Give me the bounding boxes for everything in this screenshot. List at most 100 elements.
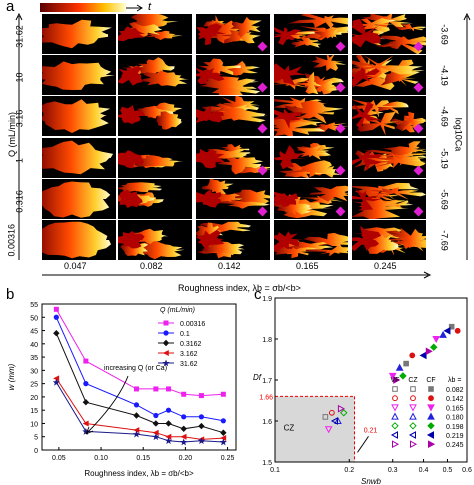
displacement-pattern-tile: [118, 220, 192, 260]
data-point: [133, 386, 139, 392]
displacement-pattern-tile: [352, 179, 426, 219]
y-tick-label: 50: [30, 315, 38, 322]
ca-value-label: -3.69: [439, 24, 450, 45]
data-point: [428, 386, 434, 392]
data-point: [165, 420, 172, 427]
data-point: [443, 326, 451, 335]
y-tick-label: 55: [30, 302, 38, 309]
data-point: [419, 351, 427, 360]
panel-c-chart: 1.5 1.6 1.7 1.8 1.9 0.1 0.2 0.3 0.4 0.5 0.6 Df Snwb 1…: [253, 296, 472, 485]
annotation-arrowhead: [85, 426, 94, 435]
legend-label: 31.62: [180, 361, 198, 368]
data-point: [181, 414, 187, 420]
data-point: [399, 372, 407, 380]
data-point: [152, 420, 160, 427]
data-point: [180, 425, 187, 432]
displacement-pattern-tile: [274, 96, 348, 136]
data-point: [408, 431, 416, 439]
x-tick-label: 0.25: [221, 455, 235, 462]
legend-label: 0.142: [446, 396, 464, 403]
data-point: [163, 320, 169, 326]
displacement-pattern-tile: [42, 138, 116, 178]
legend-header: VF: [391, 377, 400, 384]
data-point: [328, 409, 335, 416]
data-point: [83, 381, 89, 387]
panel-a-xlabel: Roughness index, λb = σb/<b>: [178, 283, 301, 293]
data-point: [388, 372, 397, 380]
ca-axis-arrow: [463, 12, 471, 260]
displacement-pattern-tile: [352, 220, 426, 260]
y-tick-label: 1.6: [262, 419, 272, 426]
data-point: [220, 429, 227, 436]
y-tick-label: 20: [30, 395, 38, 402]
displacement-pattern-tile: [118, 96, 192, 136]
displacement-pattern-tile: [352, 96, 426, 136]
q-value-label: 10: [14, 72, 25, 83]
displacement-pattern-tile: [352, 138, 426, 178]
data-point: [428, 440, 436, 449]
displacement-pattern-tile: [274, 220, 348, 260]
panel-a-letter: a: [6, 0, 15, 15]
displacement-pattern-tile: [42, 55, 116, 95]
data-point: [198, 393, 204, 399]
displacement-pattern-tile: [42, 220, 116, 260]
data-point: [82, 399, 90, 406]
ca-value-label: -5.69: [439, 189, 450, 210]
displacement-pattern-tile: [274, 55, 348, 95]
series-0.1: [53, 314, 226, 424]
data-point: [52, 378, 60, 386]
y-axis-label: w (mm): [7, 363, 16, 390]
y-tick-label: 10: [30, 421, 38, 428]
legend-label: 0.00316: [180, 321, 205, 328]
data-point: [133, 412, 140, 419]
data-point: [153, 386, 159, 392]
series-0.219: [330, 326, 451, 425]
displacement-pattern-tile: [118, 179, 192, 219]
threshold-arrow: [357, 436, 369, 453]
y-axis-label: Df: [253, 373, 262, 382]
legend-header: CZ: [408, 377, 418, 384]
y-tick-label: 1.5: [262, 460, 272, 467]
x-tick-label: 0.05: [52, 455, 66, 462]
data-point: [391, 422, 399, 430]
data-point: [392, 440, 400, 449]
data-point: [53, 375, 60, 382]
displacement-pattern-tile: [118, 138, 192, 178]
data-point: [133, 427, 140, 434]
data-point: [392, 386, 398, 392]
displacement-pattern-tile: [274, 179, 348, 219]
displacement-pattern-tile: [274, 138, 348, 178]
x-tick-label: 0.3: [388, 467, 398, 474]
ca-value-label: -5.19: [439, 148, 450, 169]
y-tick-label: 1.9: [262, 296, 272, 303]
series-0.082: [322, 323, 455, 420]
x-tick-label: 0.2: [344, 467, 354, 474]
panel-c-letter: c: [254, 286, 262, 303]
y-tick-label: 0: [34, 448, 38, 455]
x-tick-label: 0.6: [462, 467, 472, 474]
x-tick-label: 0.15: [136, 455, 150, 462]
data-point: [165, 437, 173, 445]
data-point: [428, 395, 434, 402]
data-point: [426, 431, 434, 439]
data-point: [410, 395, 416, 402]
data-point: [220, 391, 226, 397]
data-point: [220, 418, 226, 424]
time-symbol: t: [148, 1, 152, 13]
data-point: [454, 327, 461, 334]
ca-value-label: -7.69: [439, 230, 450, 251]
displacement-pattern-tile: [42, 96, 116, 136]
series-0.180: [334, 330, 447, 424]
y-tick-label: 5: [34, 435, 38, 442]
data-point: [410, 386, 416, 392]
data-point: [133, 402, 140, 408]
series-0.165: [324, 336, 441, 434]
roughness-value-label: 0.142: [218, 261, 241, 271]
threshold-x-label: 0.21: [364, 427, 378, 434]
ca-axis-label: log10Ca: [453, 117, 464, 152]
data-point: [198, 414, 205, 420]
series-0.00316: [53, 306, 226, 399]
data-point: [165, 433, 172, 440]
displacement-pattern-tile: [42, 14, 116, 54]
legend-label: 0.3162: [180, 341, 202, 348]
